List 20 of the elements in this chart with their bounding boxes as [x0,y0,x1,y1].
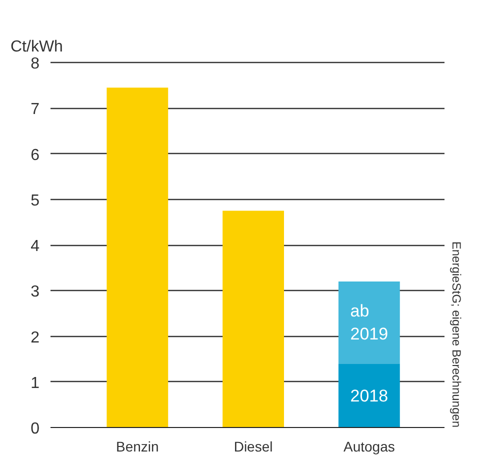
y-tick-label: 6 [30,146,40,164]
series-label: ab 2019 [350,302,388,344]
x-tick-label: Benzin [116,438,159,454]
bar [222,210,284,428]
bar [338,364,400,428]
y-tick-label: 0 [30,420,40,438]
y-tick-label: 1 [30,374,40,392]
y-tick-label: 8 [30,56,40,73]
text: EnergieStG; eigene Berechnungen [450,241,464,428]
x-tick-label: Diesel [234,438,273,454]
y-tick-label: 7 [30,101,40,118]
series-label: 2018 [350,386,388,406]
y-tick-label: 4 [30,238,40,256]
x-tick-label: Autogas [343,438,395,454]
y-axis-title: Ct/kWh [10,38,63,56]
bar [338,282,400,364]
bar [106,88,168,428]
y-tick-label: 3 [30,284,40,301]
y-tick-label: 2 [30,329,40,346]
y-tick-label: 5 [30,192,40,210]
